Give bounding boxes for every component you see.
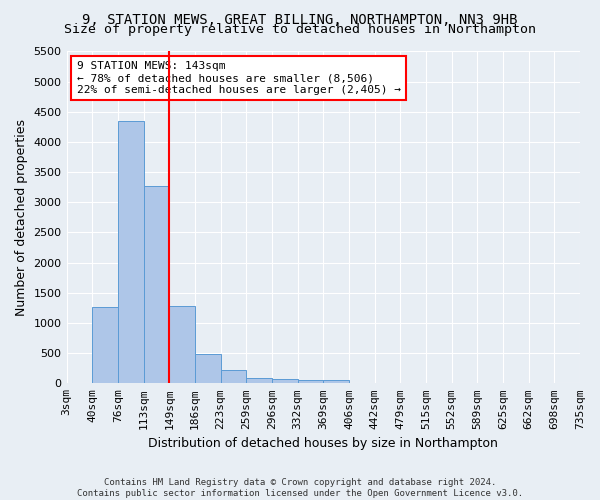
Bar [298,380,323,384]
Bar [272,380,298,384]
X-axis label: Distribution of detached houses by size in Northampton: Distribution of detached houses by size … [148,437,498,450]
Bar [246,378,272,384]
Bar [323,380,349,384]
Y-axis label: Number of detached properties: Number of detached properties [15,119,28,316]
Text: 9 STATION MEWS: 143sqm
← 78% of detached houses are smaller (8,506)
22% of semi-: 9 STATION MEWS: 143sqm ← 78% of detached… [77,62,401,94]
Bar [195,354,221,384]
Bar [221,370,246,384]
Bar [92,306,118,384]
Bar [118,122,143,384]
Bar [143,186,169,384]
Text: Contains HM Land Registry data © Crown copyright and database right 2024.
Contai: Contains HM Land Registry data © Crown c… [77,478,523,498]
Bar [169,306,195,384]
Text: Size of property relative to detached houses in Northampton: Size of property relative to detached ho… [64,22,536,36]
Text: 9, STATION MEWS, GREAT BILLING, NORTHAMPTON, NN3 9HB: 9, STATION MEWS, GREAT BILLING, NORTHAMP… [82,12,518,26]
